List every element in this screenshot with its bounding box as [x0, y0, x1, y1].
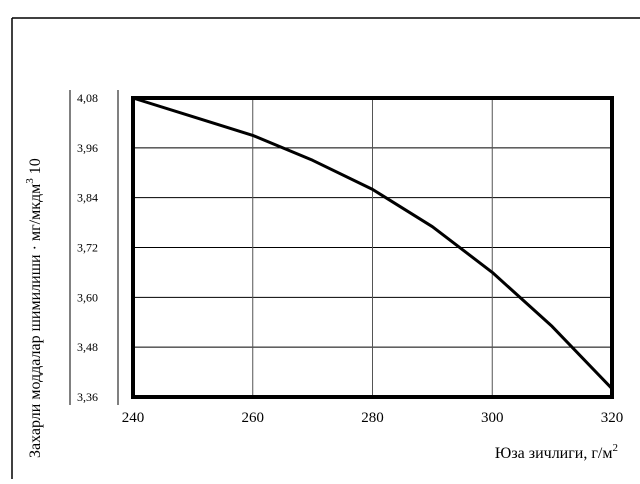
x-tick-label: 280 [361, 410, 384, 426]
x-tick-label: 240 [122, 410, 145, 426]
y-tick-label: 3,36 [77, 390, 98, 404]
y-tick-label: 4,08 [77, 91, 98, 105]
y-tick-label: 3,96 [77, 141, 98, 155]
x-tick-label: 320 [601, 410, 624, 426]
series-line [132, 96, 614, 390]
series-group [132, 96, 614, 390]
y-tick-labels: 3,36 3,48 3,60 3,72 3,84 3,96 4,08 [77, 91, 98, 404]
y-tick-label: 3,72 [77, 241, 98, 255]
plot-frame [131, 96, 614, 399]
x-tick-label: 260 [242, 410, 265, 426]
x-tick-label: 300 [481, 410, 504, 426]
y-tick-label: 3,60 [77, 290, 98, 304]
y-tick-label: 3,48 [77, 340, 98, 354]
x-axis-label: Юза зичлиги, г/м2 [495, 442, 618, 462]
y-tick-label: 3,84 [77, 191, 98, 205]
y-axis-label: Захарли моддалар шимилиши · мг/мкдм3 10 [24, 158, 44, 458]
grid [133, 98, 612, 397]
x-tick-labels: 240 260 280 300 320 [122, 410, 624, 426]
